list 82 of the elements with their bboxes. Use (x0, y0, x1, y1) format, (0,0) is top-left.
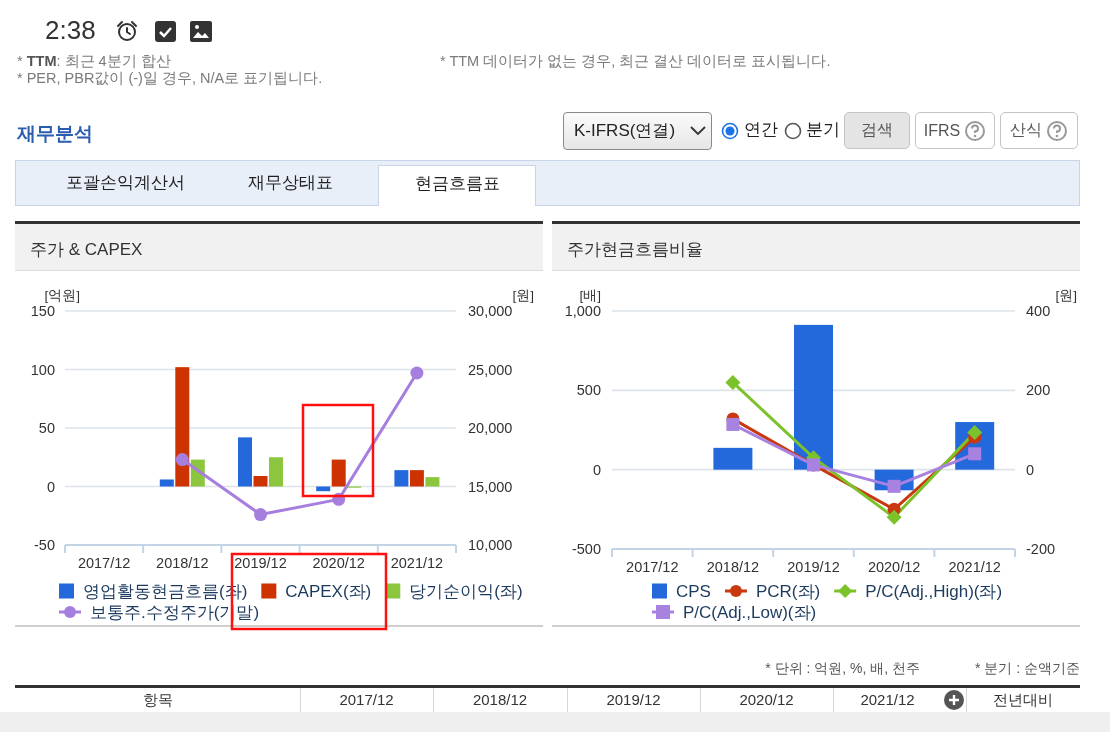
y2-tick-label: 20,000 (468, 420, 513, 436)
status-time: 2:38 (45, 15, 96, 45)
section-title: 재무분석 (17, 122, 93, 146)
bar (269, 457, 283, 487)
bar (394, 470, 409, 487)
y2-axis-title: [원] (512, 288, 534, 303)
y2-tick-label: -200 (1026, 541, 1056, 557)
legend-label: 당기순이익(좌) (409, 582, 523, 601)
y-tick-label: 0 (46, 478, 55, 495)
y-tick-label: 50 (38, 420, 55, 436)
point (175, 453, 189, 467)
table-header: 2017/12 (338, 691, 395, 709)
y-tick-label: -50 (34, 537, 55, 553)
y-tick-label: 100 (30, 361, 55, 378)
button-label: 산식 (1010, 120, 1042, 140)
chart-title: 주가현금흐름비율 (567, 240, 703, 260)
button-label: 검색 (861, 120, 893, 140)
bar (253, 475, 268, 487)
legend-label: CAPEX(좌) (285, 582, 372, 601)
y-axis-title: [배] (579, 288, 601, 303)
y-tick-label: -500 (571, 541, 601, 557)
chart-title: 주가 & CAPEX (30, 240, 143, 260)
point (725, 374, 741, 390)
point (886, 509, 902, 525)
y2-tick-label: 400 (1026, 303, 1051, 319)
table-header: 전년대비 (992, 691, 1054, 709)
note: *TTM: 최근 4분기 합산 (17, 53, 171, 70)
button-label: IFRS (923, 121, 961, 140)
point (410, 366, 424, 380)
tab-label: 재무상태표 (246, 172, 334, 194)
radio-label: 연간 (744, 120, 778, 140)
x-tick-label: 2021/12 (390, 555, 444, 571)
tab-label: 포괄손익계산서 (64, 172, 186, 194)
bar (425, 477, 440, 487)
y-tick-label: 500 (576, 382, 601, 399)
legend-label: CPS (676, 582, 711, 601)
point (254, 508, 267, 522)
legend-label: P/C(Adj.,High)(좌) (865, 582, 1003, 601)
bar (713, 447, 753, 470)
note: * TTM 데이터가 없는 경우, 최근 결산 데이터로 표시됩니다. (440, 53, 831, 70)
x-tick-label: 2017/12 (77, 555, 131, 571)
bar (331, 459, 346, 487)
y2-tick-label: 25,000 (468, 361, 513, 378)
x-tick-label: 2020/12 (312, 555, 365, 571)
radio-label: 분기 (806, 120, 840, 140)
table-header: 항목 (141, 691, 174, 709)
point (726, 417, 740, 431)
y-axis-title: [억원] (44, 288, 80, 303)
y2-tick-label: 0 (1026, 461, 1035, 478)
tab-label: 현금흐름표 (413, 173, 501, 195)
x-tick-label: 2019/12 (787, 559, 840, 575)
legend-label: PCR(좌) (755, 582, 821, 601)
bar (409, 470, 424, 487)
table-header: 2019/12 (605, 691, 662, 709)
point (968, 447, 982, 461)
bar (175, 367, 190, 487)
note: * 분기 : 순액기준 (975, 660, 1080, 677)
table-header: 2021/12 (859, 691, 916, 709)
x-tick-label: 2019/12 (234, 555, 287, 571)
bar (159, 479, 174, 487)
x-tick-label: 2017/12 (626, 559, 679, 575)
x-tick-label: 2020/12 (867, 559, 921, 575)
point (967, 424, 983, 440)
note: * 단위 : 억원, %, 배, 천주 (765, 660, 920, 677)
x-tick-label: 2018/12 (156, 555, 209, 571)
y-tick-label: 1,000 (564, 303, 601, 319)
y2-tick-label: 30,000 (468, 303, 513, 319)
y2-tick-label: 200 (1026, 382, 1051, 399)
y-tick-label: 150 (30, 303, 55, 319)
y2-axis-title: [원] (1055, 288, 1077, 303)
table-header: 2018/12 (471, 691, 529, 709)
x-tick-label: 2021/12 (948, 559, 1001, 575)
y-tick-label: 0 (592, 461, 601, 478)
y2-tick-label: 15,000 (468, 478, 513, 495)
bar (238, 437, 252, 487)
table-header: 2020/12 (738, 691, 795, 709)
note: * PER, PBR값이 (-)일 경우, N/A로 표기됩니다. (17, 70, 323, 87)
y2-tick-label: 10,000 (468, 537, 513, 553)
select-value: K-IFRS(연결) (574, 121, 676, 141)
legend-label: P/C(Adj.,Low)(좌) (683, 603, 817, 622)
x-tick-label: 2018/12 (706, 559, 760, 575)
bar (794, 324, 833, 470)
